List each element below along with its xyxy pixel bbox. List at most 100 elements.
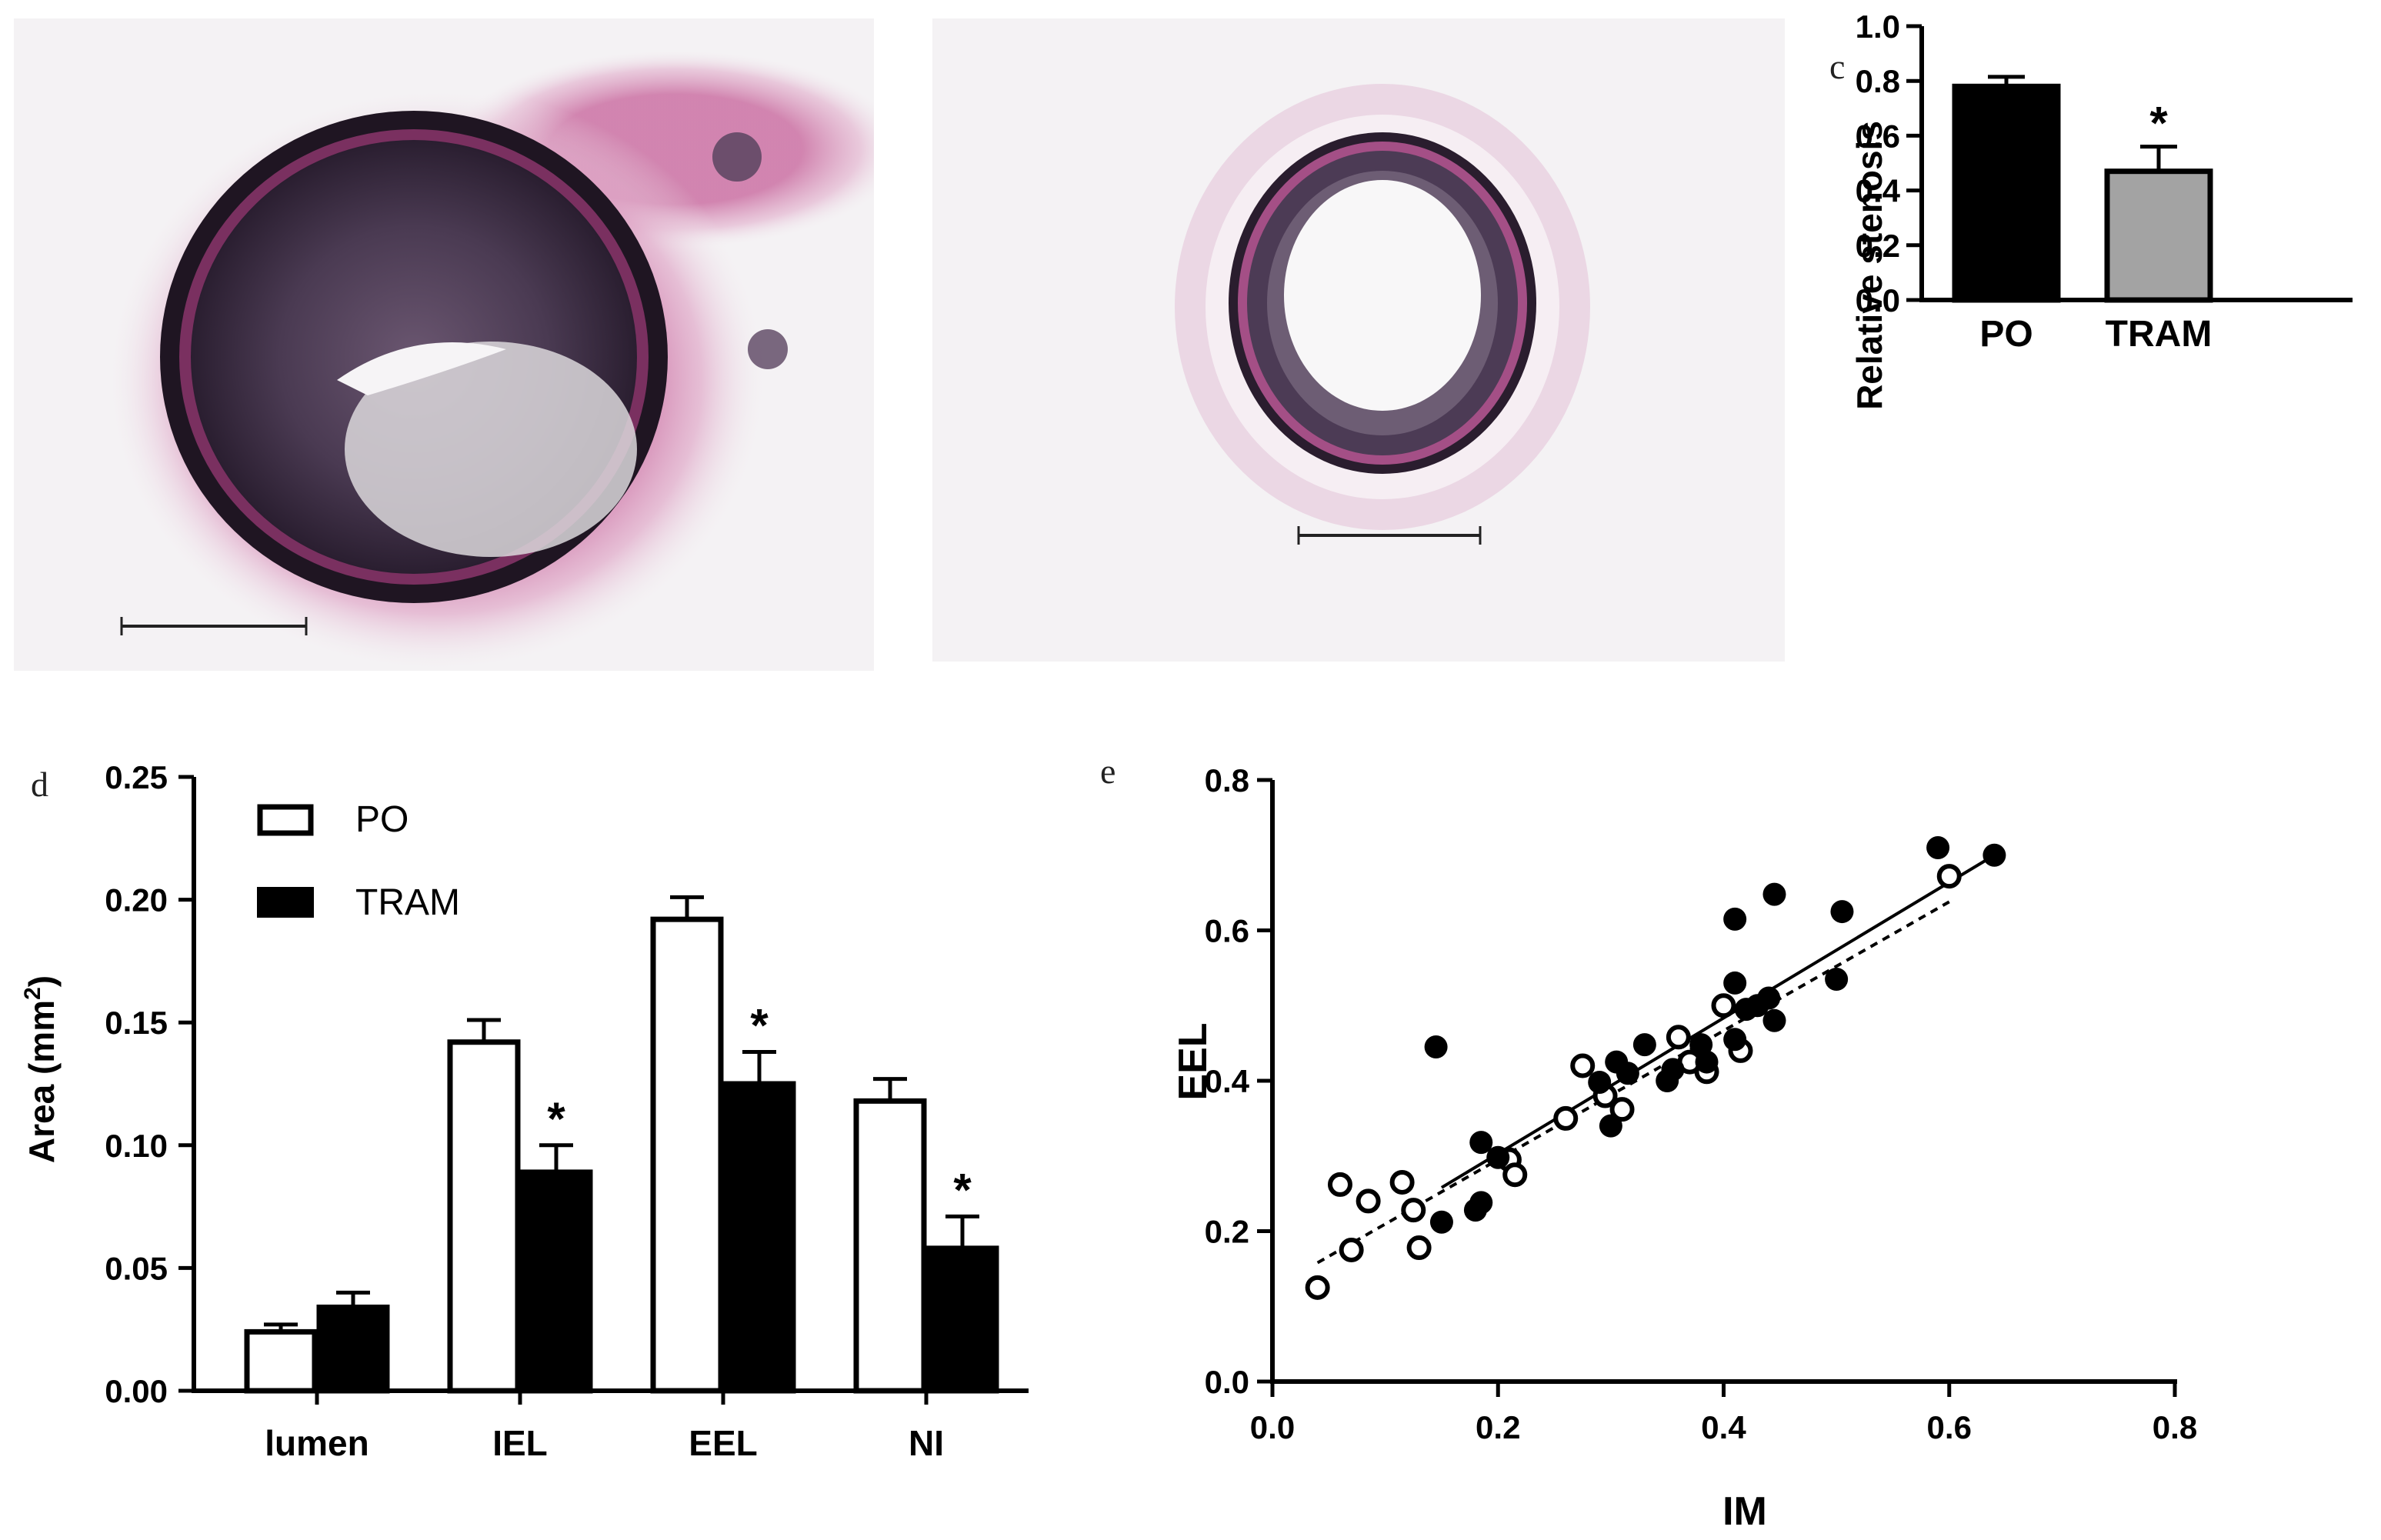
y-tick-label: 0.10: [105, 1128, 168, 1164]
y-axis-unit-superscript: 2: [20, 987, 45, 1000]
point-po: [1339, 1237, 1364, 1262]
bar-po-ni: [853, 1098, 927, 1394]
point-po: [1389, 1169, 1415, 1195]
fit-line-tram: [1440, 854, 1996, 1189]
point-tram: [1695, 1050, 1719, 1074]
x-axis-label: IM: [1722, 1489, 1767, 1534]
y-tick-label: 0.20: [105, 882, 168, 918]
y-tick-label: 0.0: [1205, 1364, 1249, 1400]
artery-cross-section-open-icon: [932, 18, 1785, 662]
y-axis-label: Area (mm2): [20, 975, 62, 1163]
y-tick-label: 0.15: [105, 1005, 168, 1041]
point-po: [1305, 1275, 1330, 1300]
y-tick-label: 1.0: [1856, 8, 1900, 45]
legend-label-tram: TRAM: [355, 882, 460, 923]
point-tram: [1616, 1062, 1639, 1085]
y-tick-label: 0.6: [1205, 913, 1249, 949]
relative-stenosis-chart: 0.0 0.2 0.4 0.6 0.8 1.0 PO TRAM * Relative steno…: [1849, 8, 2353, 410]
point-tram: [1762, 882, 1786, 906]
point-tram: [1926, 835, 1950, 859]
x-tick-label: NI: [909, 1423, 944, 1463]
point-tram: [1469, 1131, 1493, 1155]
x-tick-label: TRAM: [2106, 314, 2213, 355]
bar-po-eel: [650, 916, 724, 1394]
x-tick-label: 0.2: [1476, 1409, 1520, 1445]
point-tram: [1723, 971, 1747, 995]
y-tick-label: 0.8: [1205, 762, 1249, 798]
significance-marker: *: [750, 1000, 769, 1052]
y-tick-label: 0.6: [1856, 118, 1900, 154]
y-tick-label: 0.2: [1856, 228, 1900, 264]
point-po: [1502, 1162, 1528, 1188]
eel-vs-im-scatter: 0.0 0.2 0.4 0.6 0.8 0.0 0.2 0.4 0.6 0.8 IM EEL: [1171, 762, 2197, 1534]
point-po: [1327, 1172, 1352, 1197]
x-tick-label: PO: [1979, 314, 2033, 355]
point-po: [1570, 1053, 1596, 1078]
y-tick-label: 0.4: [1856, 173, 1901, 209]
y-tick-label: 0.0: [1856, 282, 1900, 318]
y-tick-label: 0.05: [105, 1250, 168, 1286]
y-tick-label: 0.8: [1856, 63, 1900, 99]
point-po: [1401, 1198, 1426, 1223]
point-tram: [1429, 1210, 1453, 1234]
point-tram: [1424, 1035, 1448, 1059]
legend-swatch-tram: [257, 887, 314, 918]
bar-tram-iel: [519, 1169, 593, 1394]
x-tick-label: EEL: [689, 1423, 757, 1463]
bar-po: [1952, 83, 2061, 303]
x-tick-label: 0.8: [2153, 1409, 2197, 1445]
panel-label-c: c: [1829, 47, 1846, 86]
panel-label-e: e: [1100, 752, 1116, 791]
point-tram: [1632, 1033, 1656, 1057]
point-po: [1711, 993, 1736, 1018]
point-tram: [1661, 1058, 1685, 1082]
y-tick-label: 0.2: [1205, 1214, 1249, 1250]
panel-label-d: d: [31, 765, 48, 804]
legend-label-po: PO: [355, 799, 409, 840]
point-tram: [1757, 986, 1781, 1010]
point-tram: [1762, 1008, 1786, 1032]
point-po: [1406, 1235, 1432, 1261]
y-axis-label-text: Area: [22, 1084, 62, 1163]
x-tick-label: 0.6: [1927, 1409, 1972, 1445]
significance-marker: *: [2149, 98, 2168, 149]
point-tram: [1825, 968, 1849, 992]
point-tram: [1830, 900, 1854, 924]
point-tram: [1723, 1028, 1747, 1052]
area-bar-chart: 0.00 0.05 0.10 0.15 0.20 0.25 lumen IEL * EEL * NI *…: [20, 759, 1029, 1463]
bar-tram-eel: [722, 1081, 796, 1394]
point-tram: [1486, 1145, 1510, 1169]
point-po: [1936, 864, 1962, 889]
point-tram: [1982, 843, 2006, 867]
y-tick-label: 0.25: [105, 759, 168, 795]
y-axis-label: EEL: [1171, 1022, 1216, 1100]
point-po: [1609, 1097, 1635, 1122]
y-axis-label: Relative stenosis: [1849, 121, 1889, 410]
x-tick-label: 0.4: [1701, 1409, 1746, 1445]
point-tram: [1723, 907, 1747, 931]
x-tick-label: IEL: [492, 1423, 548, 1463]
bar-tram-lumen: [316, 1304, 390, 1394]
y-axis-unit-close: ): [22, 975, 62, 987]
bar-po-lumen: [244, 1328, 318, 1394]
bar-po-iel: [447, 1039, 521, 1394]
point-tram: [1469, 1191, 1493, 1215]
significance-marker: *: [547, 1093, 565, 1145]
point-tram: [1599, 1114, 1622, 1138]
y-tick-label: 0.4: [1205, 1063, 1250, 1099]
significance-marker: *: [953, 1164, 972, 1215]
artery-cross-section-stenotic-icon: [14, 18, 874, 671]
point-po: [1666, 1025, 1691, 1050]
point-po: [1553, 1105, 1579, 1131]
bar-tram: [2104, 168, 2213, 303]
point-po: [1356, 1188, 1381, 1214]
legend: PO TRAM: [257, 799, 460, 923]
micrograph-b: [932, 18, 1785, 662]
y-axis-unit: (mm: [22, 1000, 62, 1075]
x-tick-label: lumen: [265, 1423, 368, 1463]
micrograph-a: [14, 18, 874, 671]
legend-swatch-po: [257, 804, 314, 836]
x-tick-label: 0.0: [1250, 1409, 1295, 1445]
point-tram: [1588, 1070, 1612, 1094]
y-tick-label: 0.00: [105, 1373, 168, 1409]
